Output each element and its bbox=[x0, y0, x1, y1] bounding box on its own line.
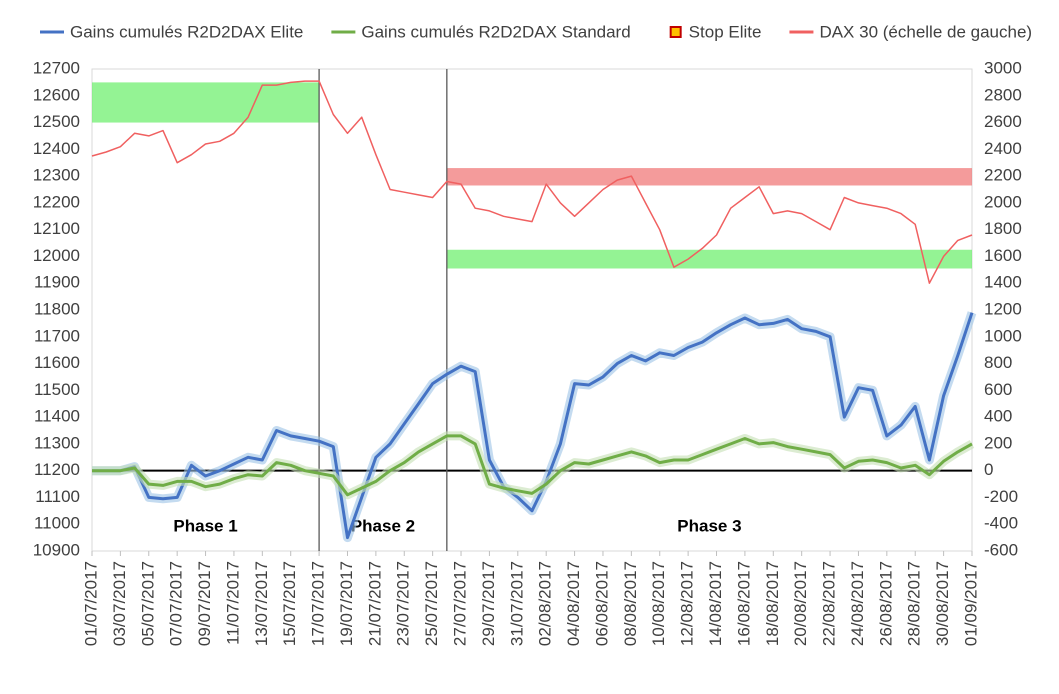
y-tick-label: 12500 bbox=[33, 112, 80, 131]
x-tick-label: 17/07/2017 bbox=[309, 561, 328, 646]
y2-tick-label: 1400 bbox=[984, 273, 1022, 292]
legend-label: DAX 30 (échelle de gauche) bbox=[819, 22, 1032, 41]
x-tick-label: 22/08/2017 bbox=[820, 561, 839, 646]
x-tick-label: 25/07/2017 bbox=[422, 561, 441, 646]
y-tick-label: 11400 bbox=[34, 407, 80, 426]
y-tick-label: 11200 bbox=[34, 460, 80, 479]
x-tick-label: 30/08/2017 bbox=[933, 561, 952, 646]
series-line bbox=[92, 434, 973, 497]
y-tick-label: 11100 bbox=[35, 487, 80, 506]
y2-tick-label: 2600 bbox=[984, 112, 1022, 131]
y-tick-label: 12600 bbox=[33, 85, 80, 104]
y2-tick-label: 1000 bbox=[984, 326, 1022, 345]
x-tick-label: 19/07/2017 bbox=[337, 561, 356, 646]
phase-label: Phase 3 bbox=[677, 516, 741, 535]
legend-marker bbox=[669, 26, 682, 38]
phase-label: Phase 2 bbox=[351, 516, 415, 535]
y-tick-label: 12700 bbox=[33, 58, 80, 77]
y2-tick-label: 400 bbox=[984, 407, 1012, 426]
y-tick-label: 11900 bbox=[34, 273, 80, 292]
legend-label: Stop Elite bbox=[689, 22, 762, 41]
x-tick-label: 02/08/2017 bbox=[536, 561, 555, 646]
y-tick-label: 12400 bbox=[33, 139, 80, 158]
x-tick-label: 07/07/2017 bbox=[167, 561, 186, 646]
y2-tick-label: 1200 bbox=[984, 299, 1022, 318]
y2-tick-label: -200 bbox=[984, 487, 1018, 506]
series-line bbox=[92, 312, 974, 540]
y2-tick-label: 2400 bbox=[984, 139, 1022, 158]
x-tick-label: 05/07/2017 bbox=[138, 561, 157, 646]
y-tick-label: 11500 bbox=[34, 380, 80, 399]
legend-label: Gains cumulés R2D2DAX Standard bbox=[361, 22, 630, 41]
y2-tick-label: 800 bbox=[984, 353, 1012, 372]
y2-tick-label: 1800 bbox=[984, 219, 1022, 238]
band bbox=[446, 168, 972, 186]
y-tick-label: 11800 bbox=[34, 299, 80, 318]
y-tick-label: 11300 bbox=[34, 433, 80, 452]
plot-area bbox=[91, 68, 973, 552]
y-tick-label: 11700 bbox=[34, 326, 80, 345]
x-tick-label: 01/07/2017 bbox=[81, 561, 100, 646]
x-tick-label: 18/08/2017 bbox=[763, 561, 782, 646]
x-tick-label: 27/07/2017 bbox=[451, 561, 470, 646]
x-tick-label: 12/08/2017 bbox=[678, 561, 697, 646]
series-line bbox=[91, 80, 973, 284]
phase-label: Phase 1 bbox=[173, 516, 237, 535]
y2-tick-label: 3000 bbox=[984, 58, 1022, 77]
x-tick-label: 06/08/2017 bbox=[592, 561, 611, 646]
x-tick-label: 15/07/2017 bbox=[280, 561, 299, 646]
y-tick-label: 10900 bbox=[33, 540, 80, 559]
x-tick-label: 23/07/2017 bbox=[394, 561, 413, 646]
y2-tick-label: -400 bbox=[984, 514, 1018, 533]
x-tick-label: 28/08/2017 bbox=[905, 561, 924, 646]
y2-tick-label: -600 bbox=[984, 540, 1018, 559]
y2-tick-label: 2200 bbox=[984, 166, 1022, 185]
x-tick-label: 08/08/2017 bbox=[621, 561, 640, 646]
y2-tick-label: 0 bbox=[984, 460, 993, 479]
x-tick-label: 11/07/2017 bbox=[223, 561, 242, 645]
legend-label: Gains cumulés R2D2DAX Elite bbox=[70, 22, 303, 41]
y2-tick-label: 2000 bbox=[984, 192, 1022, 211]
y2-tick-label: 2800 bbox=[984, 85, 1022, 104]
x-tick-label: 20/08/2017 bbox=[791, 561, 810, 646]
x-tick-label: 09/07/2017 bbox=[195, 561, 214, 646]
y-tick-label: 11600 bbox=[34, 353, 80, 372]
x-tick-label: 03/07/2017 bbox=[110, 561, 129, 646]
x-tick-label: 01/09/2017 bbox=[961, 561, 980, 646]
x-tick-label: 21/07/2017 bbox=[365, 561, 384, 646]
x-tick-label: 29/07/2017 bbox=[479, 561, 498, 646]
x-tick-label: 04/08/2017 bbox=[564, 561, 583, 646]
y-tick-label: 12000 bbox=[33, 246, 80, 265]
band bbox=[446, 249, 972, 269]
y-tick-label: 11000 bbox=[34, 514, 80, 533]
y-tick-label: 12300 bbox=[33, 166, 80, 185]
y-tick-label: 12100 bbox=[33, 219, 80, 238]
x-tick-label: 24/08/2017 bbox=[848, 561, 867, 646]
band bbox=[92, 82, 320, 123]
x-tick-label: 31/07/2017 bbox=[507, 561, 526, 646]
x-tick-label: 26/08/2017 bbox=[876, 561, 895, 646]
y-tick-label: 12200 bbox=[33, 192, 80, 211]
line-glow bbox=[92, 311, 977, 543]
x-tick-label: 14/08/2017 bbox=[706, 561, 725, 646]
x-tick-label: 16/08/2017 bbox=[734, 561, 753, 646]
y2-tick-label: 200 bbox=[984, 433, 1012, 452]
y2-tick-label: 1600 bbox=[984, 246, 1022, 265]
x-tick-label: 10/08/2017 bbox=[649, 561, 668, 646]
y2-tick-label: 600 bbox=[984, 380, 1012, 399]
x-tick-label: 13/07/2017 bbox=[252, 561, 271, 646]
